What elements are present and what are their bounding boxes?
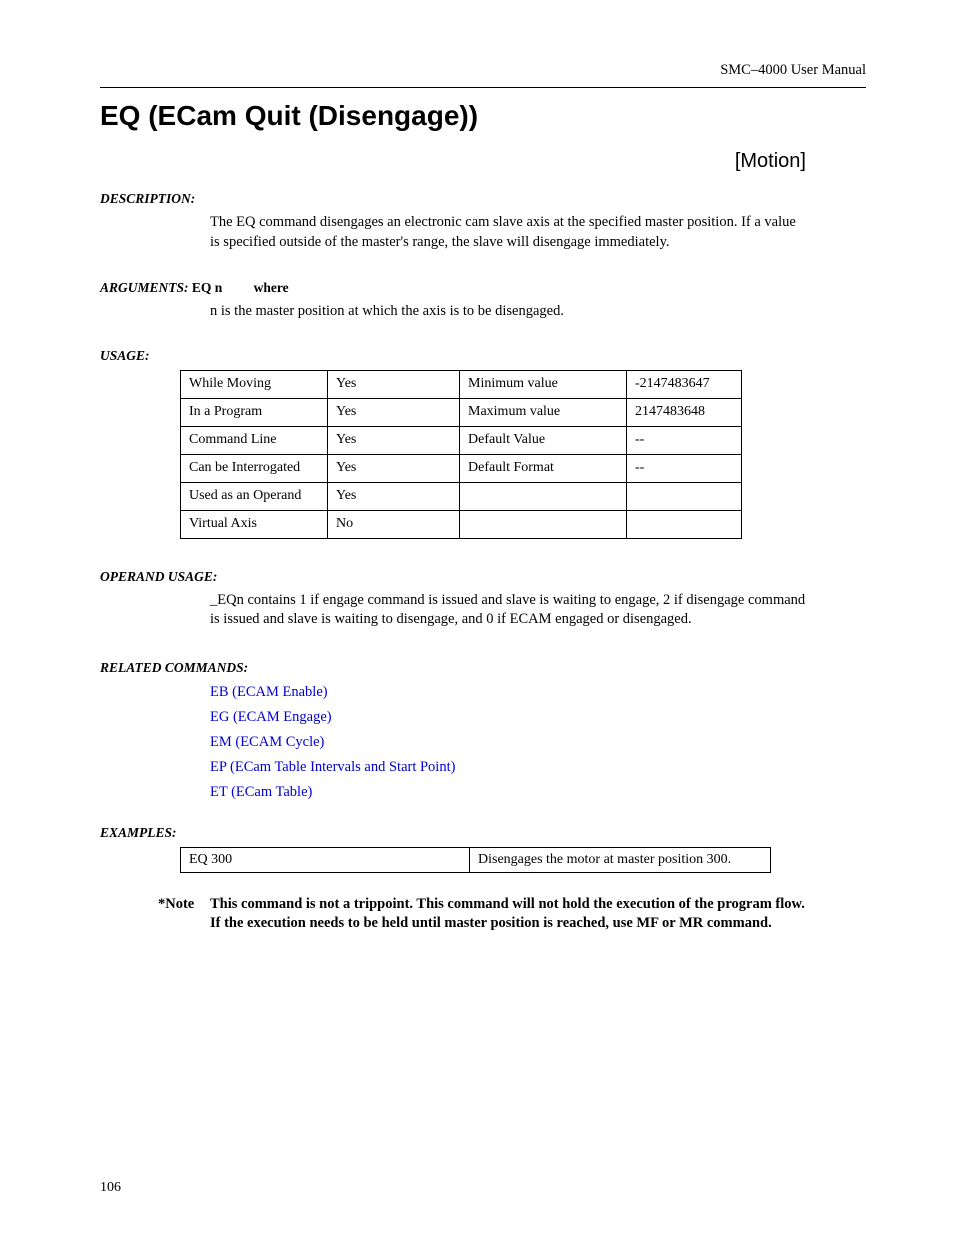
- related-link-ep[interactable]: EP (ECam Table Intervals and Start Point…: [210, 759, 455, 775]
- header-manual: SMC–4000 User Manual: [100, 62, 866, 79]
- usage-prop: Default Value: [460, 426, 627, 454]
- related-links: EB (ECAM Enable) EG (ECAM Engage) EM (EC…: [210, 684, 866, 801]
- usage-val: [627, 482, 742, 510]
- table-row: Can be Interrogated Yes Default Format -…: [181, 454, 742, 482]
- usage-prop: Command Line: [181, 426, 328, 454]
- related-link-eg[interactable]: EG (ECAM Engage): [210, 709, 332, 725]
- usage-val: [627, 510, 742, 538]
- examples-label: EXAMPLES:: [100, 825, 866, 841]
- usage-val: -2147483647: [627, 370, 742, 398]
- usage-prop: Virtual Axis: [181, 510, 328, 538]
- usage-val: Yes: [328, 398, 460, 426]
- usage-prop: Minimum value: [460, 370, 627, 398]
- usage-prop: Used as an Operand: [181, 482, 328, 510]
- usage-val: Yes: [328, 370, 460, 398]
- related-label: RELATED COMMANDS:: [100, 660, 866, 676]
- note-label: *Note: [158, 895, 210, 934]
- usage-prop: Maximum value: [460, 398, 627, 426]
- description-label: DESCRIPTION:: [100, 191, 866, 207]
- usage-table: While Moving Yes Minimum value -21474836…: [180, 370, 742, 539]
- related-link-em[interactable]: EM (ECAM Cycle): [210, 734, 324, 750]
- example-cmd: EQ 300: [181, 847, 470, 872]
- usage-val: No: [328, 510, 460, 538]
- usage-val: --: [627, 454, 742, 482]
- note-text: This command is not a trippoint. This co…: [210, 895, 866, 934]
- usage-label: USAGE:: [100, 348, 866, 364]
- usage-val: --: [627, 426, 742, 454]
- table-row: While Moving Yes Minimum value -21474836…: [181, 370, 742, 398]
- example-desc: Disengages the motor at master position …: [470, 847, 771, 872]
- usage-prop: Can be Interrogated: [181, 454, 328, 482]
- page-title: EQ (ECam Quit (Disengage)): [100, 100, 866, 132]
- usage-prop: Default Format: [460, 454, 627, 482]
- usage-prop: While Moving: [181, 370, 328, 398]
- table-row: EQ 300 Disengages the motor at master po…: [181, 847, 771, 872]
- table-row: In a Program Yes Maximum value 214748364…: [181, 398, 742, 426]
- usage-val: 2147483648: [627, 398, 742, 426]
- command-category: [Motion]: [100, 150, 806, 173]
- usage-val: Yes: [328, 482, 460, 510]
- arguments-label: ARGUMENTS:: [100, 280, 189, 295]
- arguments-syntax: EQ n: [192, 280, 222, 295]
- table-row: Virtual Axis No: [181, 510, 742, 538]
- examples-table: EQ 300 Disengages the motor at master po…: [180, 847, 771, 873]
- arguments-where: where: [254, 280, 289, 295]
- usage-val: Yes: [328, 454, 460, 482]
- operand-label: OPERAND USAGE:: [100, 569, 866, 585]
- usage-val: Yes: [328, 426, 460, 454]
- usage-prop: In a Program: [181, 398, 328, 426]
- table-row: Used as an Operand Yes: [181, 482, 742, 510]
- arguments-text: n is the master position at which the ax…: [210, 302, 806, 322]
- arguments-line: ARGUMENTS: EQ n where: [100, 280, 866, 296]
- table-row: Command Line Yes Default Value --: [181, 426, 742, 454]
- usage-prop: [460, 482, 627, 510]
- related-link-eb[interactable]: EB (ECAM Enable): [210, 684, 328, 700]
- header-rule: [100, 87, 866, 88]
- operand-text: _EQn contains 1 if engage command is iss…: [210, 591, 806, 630]
- page-number: 106: [100, 1180, 121, 1196]
- usage-prop: [460, 510, 627, 538]
- note-block: *Note This command is not a trippoint. T…: [158, 895, 866, 934]
- related-link-et[interactable]: ET (ECam Table): [210, 784, 312, 800]
- description-text: The EQ command disengages an electronic …: [210, 213, 806, 252]
